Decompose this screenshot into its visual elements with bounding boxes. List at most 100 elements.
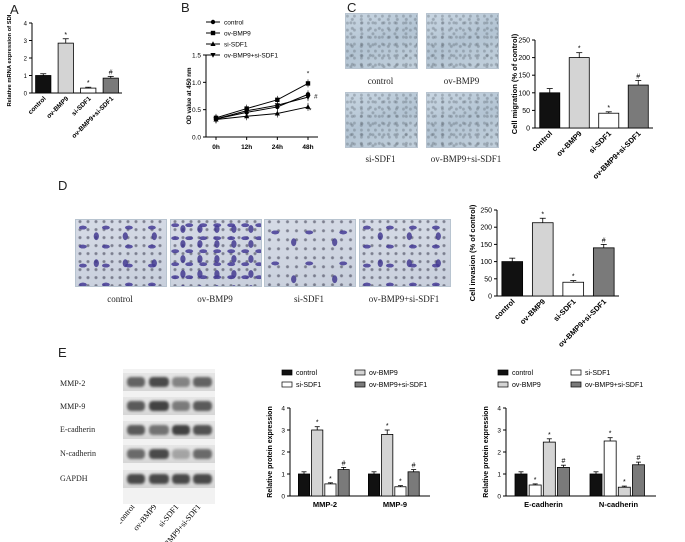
significance-mark: * (87, 80, 90, 87)
point-si-SDF1 (274, 110, 280, 116)
migration-image-control (345, 13, 418, 69)
y-tick-label: 150 (480, 242, 492, 249)
y-tick-label: 0.5 (192, 107, 201, 114)
y-tick-label: 100 (480, 259, 492, 266)
legend-label: ov-BMP9 (369, 370, 398, 377)
legend-marker (210, 41, 216, 46)
significance-mark: # (637, 455, 641, 462)
y-tick-label: 200 (518, 55, 530, 62)
chart-b-od-curve: 0.0 0.5 1.0 1.5 OD value at 450 nm 0h 12h 24h 48… (186, 20, 318, 151)
bar-ov-BMP9+si-SDF1 (407, 471, 420, 497)
y-tick-label: 0 (526, 126, 530, 133)
blot-lane-labels: control ov-BMP9 si-SDF1 ov-BMP9+si-SDF1 (120, 505, 203, 542)
y-tick-label: 3 (281, 428, 285, 435)
x-tick-label: 0h (212, 144, 220, 151)
y-tick-label: 150 (518, 73, 530, 80)
point-si-SDF1 (244, 113, 250, 119)
y-tick-label: 50 (484, 276, 492, 283)
point-si-SDF1 (305, 104, 311, 109)
x-tick-label: ov-BMP9 (518, 297, 547, 326)
series-line-ov-BMP9 (215, 82, 309, 119)
significance-mark: * (578, 46, 581, 53)
migration-image-ov-bmp9 (426, 13, 499, 69)
bar-ov-BMP9 (542, 441, 556, 497)
significance-mark: * (534, 477, 537, 484)
bar-ov-BMP9 (381, 434, 394, 497)
bar-ov-BMP9 (531, 222, 554, 297)
bar-si-SDF1 (603, 440, 617, 497)
significance-mark: * (623, 479, 626, 486)
significance-mark: * (399, 479, 402, 486)
bar-control (298, 473, 311, 497)
x-tick-label: ov-BMP9 (555, 129, 584, 158)
significance-mark: * (607, 105, 610, 112)
significance-mark: * (329, 476, 332, 483)
y-axis-label: Relative protein expression (483, 406, 490, 497)
x-tick-label: 12h (241, 144, 252, 151)
panel-letter-a: A (10, 2, 19, 17)
legend-swatch (354, 369, 366, 376)
legend-swatch (281, 369, 293, 376)
y-tick-label: 1 (497, 472, 501, 479)
y-tick-label: 200 (480, 225, 492, 232)
y-tick-label: 0 (281, 494, 285, 501)
bar-ov-BMP9+si-SDF1 (337, 469, 350, 497)
x-tick-label: control (492, 297, 516, 321)
significance-mark: * (548, 432, 551, 439)
legend-swatch (281, 381, 293, 388)
legend-marker (210, 53, 216, 58)
blot-label-mmp9: MMP-9 (60, 402, 86, 411)
legend-label: si-SDF1 (296, 382, 321, 389)
bar-si-SDF1 (528, 484, 542, 497)
chart-e2-cadherin: 0 1 2 3 4 Relative protein expression * * # E-cad… (483, 369, 656, 509)
series-line-si-SDF1 (215, 106, 309, 121)
y-tick-label: 1.0 (192, 80, 201, 87)
invasion-image-combo (359, 219, 451, 287)
bar-ov-BMP9+si-SDF1 (102, 77, 119, 94)
y-tick-label: 1 (281, 472, 285, 479)
y-tick-label: 100 (518, 90, 530, 97)
chart-a-sdf1-mrna: 0 1 2 3 4 Relative mRNA expression of SDF1 con… (7, 15, 122, 140)
bar-control (35, 75, 52, 94)
x-tick-label: ov-BMP9+si-SDF1 (71, 95, 116, 140)
y-tick-label: 3 (24, 39, 28, 45)
migration-image-si-sdf1 (345, 92, 418, 148)
invasion-image-ov-bmp9 (170, 219, 262, 287)
x-tick-label: si-SDF1 (552, 297, 578, 323)
point-ov-BMP9 (275, 97, 280, 103)
western-blot (123, 369, 215, 504)
legend-label: si-SDF1 (585, 370, 610, 377)
annotation: * (307, 71, 310, 78)
blot-label-e-cadherin: E-cadherin (60, 425, 96, 434)
significance-mark: * (316, 420, 319, 427)
bar-control (539, 92, 561, 129)
y-tick-label: 0 (24, 92, 28, 98)
legend-label: ov-BMP9 (224, 31, 251, 38)
bar-ov-BMP9 (57, 42, 74, 94)
significance-mark: * (541, 211, 544, 218)
bar-ov-BMP9+si-SDF1 (557, 467, 570, 497)
blot-row-n-cadherin (123, 445, 215, 463)
blot-label-mmp2: MMP-2 (60, 379, 86, 388)
x-tick-label: control (530, 129, 554, 153)
bar-ov-BMP9 (617, 486, 631, 497)
y-tick-label: 0 (488, 294, 492, 301)
blot-row-mmp2 (123, 373, 215, 391)
bar-si-SDF1 (598, 112, 620, 129)
chart-e1-mmp: 0 1 2 3 4 Relative protein expression * * # MMP-2… (267, 369, 430, 509)
point-ov-BMP9 (305, 81, 311, 86)
y-tick-label: 4 (24, 22, 28, 28)
migration-caption-control: control (367, 76, 394, 86)
x-tick-label: N-cadherin (599, 500, 639, 509)
y-tick-label: 2 (281, 450, 285, 457)
bar-si-SDF1 (324, 483, 337, 497)
bar-si-SDF1 (394, 486, 407, 497)
blot-row-e-cadherin (123, 421, 215, 439)
y-axis-label: OD value at 450 nm (186, 67, 193, 125)
invasion-caption-control: control (107, 294, 133, 304)
significance-mark: # (412, 463, 416, 470)
point-ov-BMP9+si-SDF1 (274, 103, 280, 109)
legend-label: control (296, 370, 317, 377)
point-ov-BMP9+si-SDF1 (213, 116, 219, 122)
legend-label: ov-BMP9 (512, 382, 541, 389)
